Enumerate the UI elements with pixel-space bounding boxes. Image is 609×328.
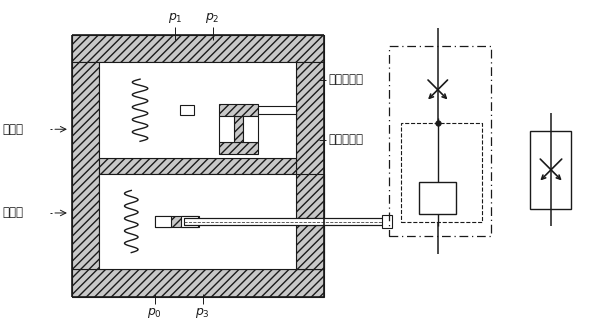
Polygon shape xyxy=(530,131,571,209)
Polygon shape xyxy=(99,158,296,174)
Text: 节流阀部分: 节流阀部分 xyxy=(328,133,364,146)
Polygon shape xyxy=(99,174,296,269)
Polygon shape xyxy=(180,62,205,82)
Text: $p_0$: $p_0$ xyxy=(147,306,163,320)
Polygon shape xyxy=(219,142,258,154)
Polygon shape xyxy=(182,82,192,158)
Polygon shape xyxy=(155,216,171,227)
Polygon shape xyxy=(184,217,387,225)
Polygon shape xyxy=(99,245,184,255)
Polygon shape xyxy=(192,104,296,116)
Text: $p_1$: $p_1$ xyxy=(167,11,182,25)
Polygon shape xyxy=(244,116,258,142)
Polygon shape xyxy=(296,225,323,269)
Polygon shape xyxy=(180,100,194,105)
Polygon shape xyxy=(419,182,456,214)
Polygon shape xyxy=(72,269,323,297)
Polygon shape xyxy=(174,188,184,255)
Polygon shape xyxy=(99,183,184,193)
Polygon shape xyxy=(258,98,296,106)
Polygon shape xyxy=(296,62,323,269)
Text: 减压口: 减压口 xyxy=(2,123,23,136)
Polygon shape xyxy=(180,115,194,120)
Text: 减压阀部分: 减压阀部分 xyxy=(328,73,364,86)
Text: $p_2$: $p_2$ xyxy=(205,11,220,25)
Polygon shape xyxy=(219,104,258,116)
Polygon shape xyxy=(258,114,296,122)
Polygon shape xyxy=(296,174,323,217)
Polygon shape xyxy=(234,116,244,142)
Polygon shape xyxy=(72,62,99,269)
Text: 节流口: 节流口 xyxy=(2,206,23,219)
FancyBboxPatch shape xyxy=(401,123,482,221)
Polygon shape xyxy=(181,216,198,227)
Polygon shape xyxy=(99,62,296,158)
Polygon shape xyxy=(258,106,296,114)
Polygon shape xyxy=(72,35,323,62)
Polygon shape xyxy=(219,116,234,142)
Polygon shape xyxy=(155,216,199,227)
Text: $p_3$: $p_3$ xyxy=(195,306,210,320)
Polygon shape xyxy=(382,215,392,228)
Polygon shape xyxy=(180,105,194,115)
